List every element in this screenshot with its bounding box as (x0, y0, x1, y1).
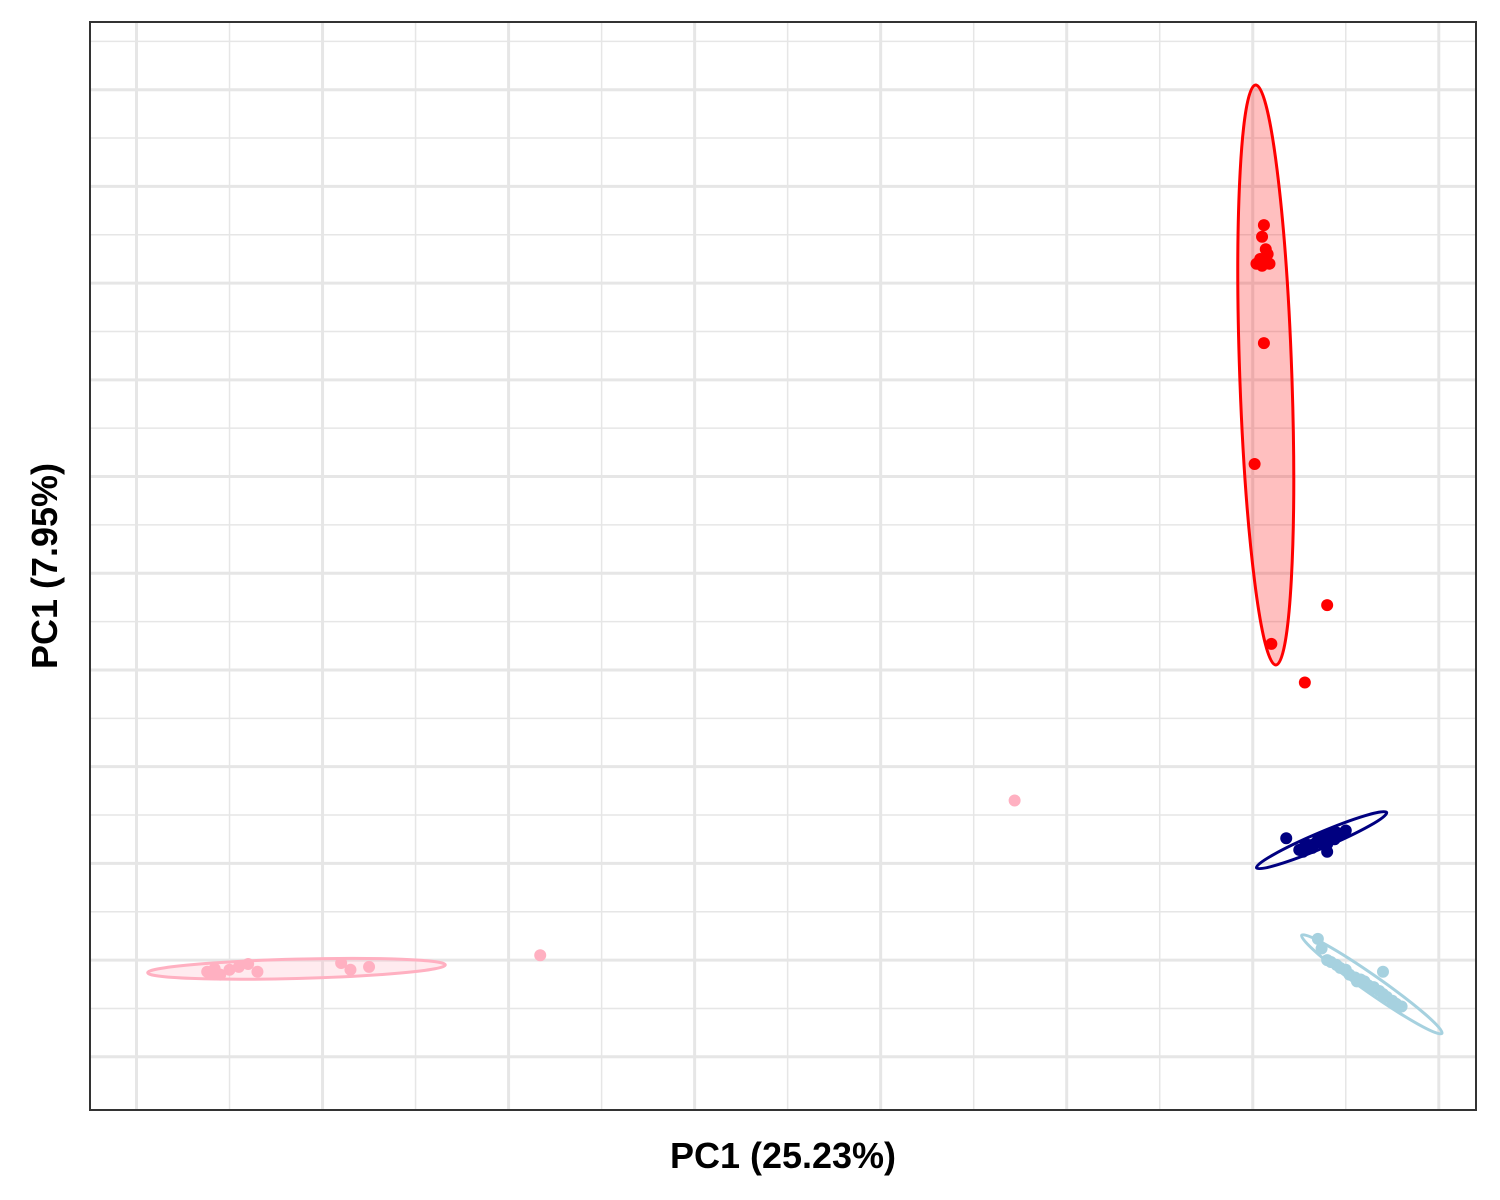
data-point-group-1 (1256, 230, 1269, 243)
data-point-group-3 (1362, 979, 1375, 992)
data-point-group-4 (363, 960, 376, 973)
data-point-group-4 (214, 968, 227, 981)
data-point-group-1 (1263, 257, 1276, 270)
data-point-group-1 (1257, 219, 1270, 232)
data-point-group-1 (1254, 252, 1267, 265)
data-point-group-3 (1315, 942, 1328, 955)
plot-border (89, 21, 1477, 1111)
data-point-group-2 (1321, 845, 1334, 858)
data-point-group-3 (1350, 975, 1363, 988)
grid-lines (90, 22, 1476, 1110)
data-point-group-4 (344, 963, 357, 976)
plot-panel (90, 22, 1476, 1110)
data-point-group-3 (1324, 956, 1337, 969)
data-point-group-2 (1298, 839, 1311, 852)
data-points (201, 219, 1408, 1013)
data-point-group-4 (1008, 794, 1021, 807)
x-axis-title: PC1 (25.23%) (670, 1135, 896, 1176)
data-point-group-3 (1311, 932, 1324, 945)
data-point-group-1 (1248, 457, 1261, 470)
data-point-group-4 (204, 967, 217, 980)
data-point-group-3 (1334, 961, 1347, 974)
data-point-group-4 (534, 949, 547, 962)
data-point-group-3 (1390, 997, 1403, 1010)
confidence-ellipse-group-1 (1236, 83, 1296, 667)
data-point-group-4 (251, 965, 264, 978)
data-point-group-1 (1265, 637, 1278, 650)
data-point-group-1 (1298, 676, 1311, 689)
data-point-group-2 (1328, 833, 1341, 846)
data-point-group-1 (1259, 243, 1272, 256)
data-point-group-2 (1280, 832, 1293, 845)
data-point-group-3 (1376, 965, 1389, 978)
data-point-group-1 (1257, 337, 1270, 350)
data-point-group-1 (1321, 599, 1334, 612)
data-point-group-4 (242, 957, 255, 970)
data-point-group-3 (1373, 985, 1386, 998)
data-point-group-4 (223, 963, 236, 976)
y-axis-title: PC1 (7.95%) (24, 463, 65, 669)
data-point-group-4 (232, 960, 245, 973)
data-point-group-4 (335, 956, 348, 969)
